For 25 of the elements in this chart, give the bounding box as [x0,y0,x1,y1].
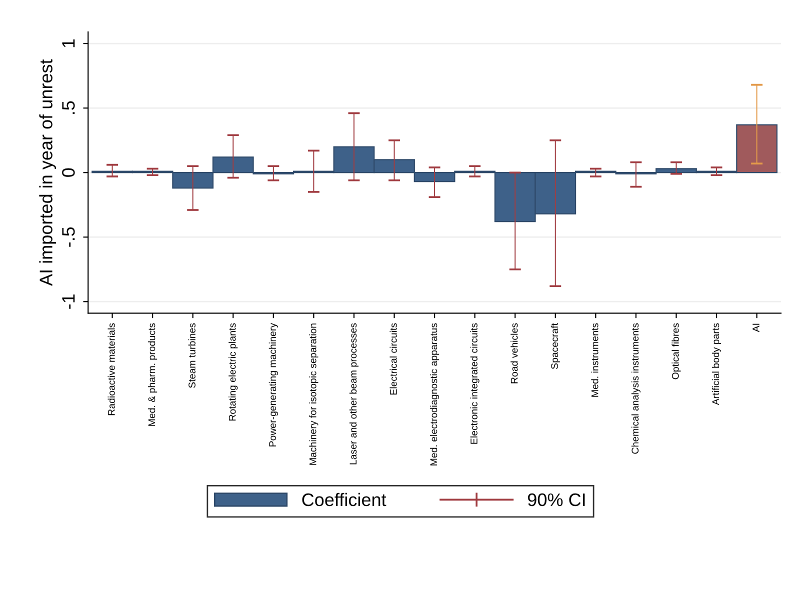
x-tick-label: Road vehicles [510,323,518,384]
x-tick-label: Artificial body parts [712,323,722,406]
x-tick-label: Med. & pharm. products [148,323,158,426]
y-tick-label: 0 [62,168,75,177]
x-tick-label: AI [752,324,760,332]
x-tick-label: Optical fibres [672,323,681,380]
y-tick-label: -1 [62,294,75,309]
y-axis-title: AI imported in year of unrest [39,59,56,286]
x-tick-label: Med. electrodiagnostic apparatus [430,323,440,466]
x-tick-label: Rotating electric plants [228,323,238,420]
x-tick-label: Steam turbines [188,323,196,388]
x-tick-label: Machinery for isotopic separation [309,324,318,465]
x-tick-label: Med. instruments [591,323,598,397]
x-tick-label: Laser and other beam processes [349,323,359,464]
x-tick-label: Spacecraft [550,323,560,369]
x-tick-label: Radioactive materials [108,323,115,416]
legend-label: Coefficient [302,492,386,506]
x-tick-label: Electrical circuits [390,323,397,395]
legend-label: 90% CI [528,493,585,506]
x-tick-label: Electronic integrated circuits [470,323,480,444]
x-tick-label: Power-generating machinery [268,322,278,446]
y-tick-label: 1 [62,39,75,48]
y-tick-label: .5 [62,101,75,114]
x-tick-label: Chemical analysis instruments [631,323,640,454]
y-tick-label: -.5 [62,227,75,247]
